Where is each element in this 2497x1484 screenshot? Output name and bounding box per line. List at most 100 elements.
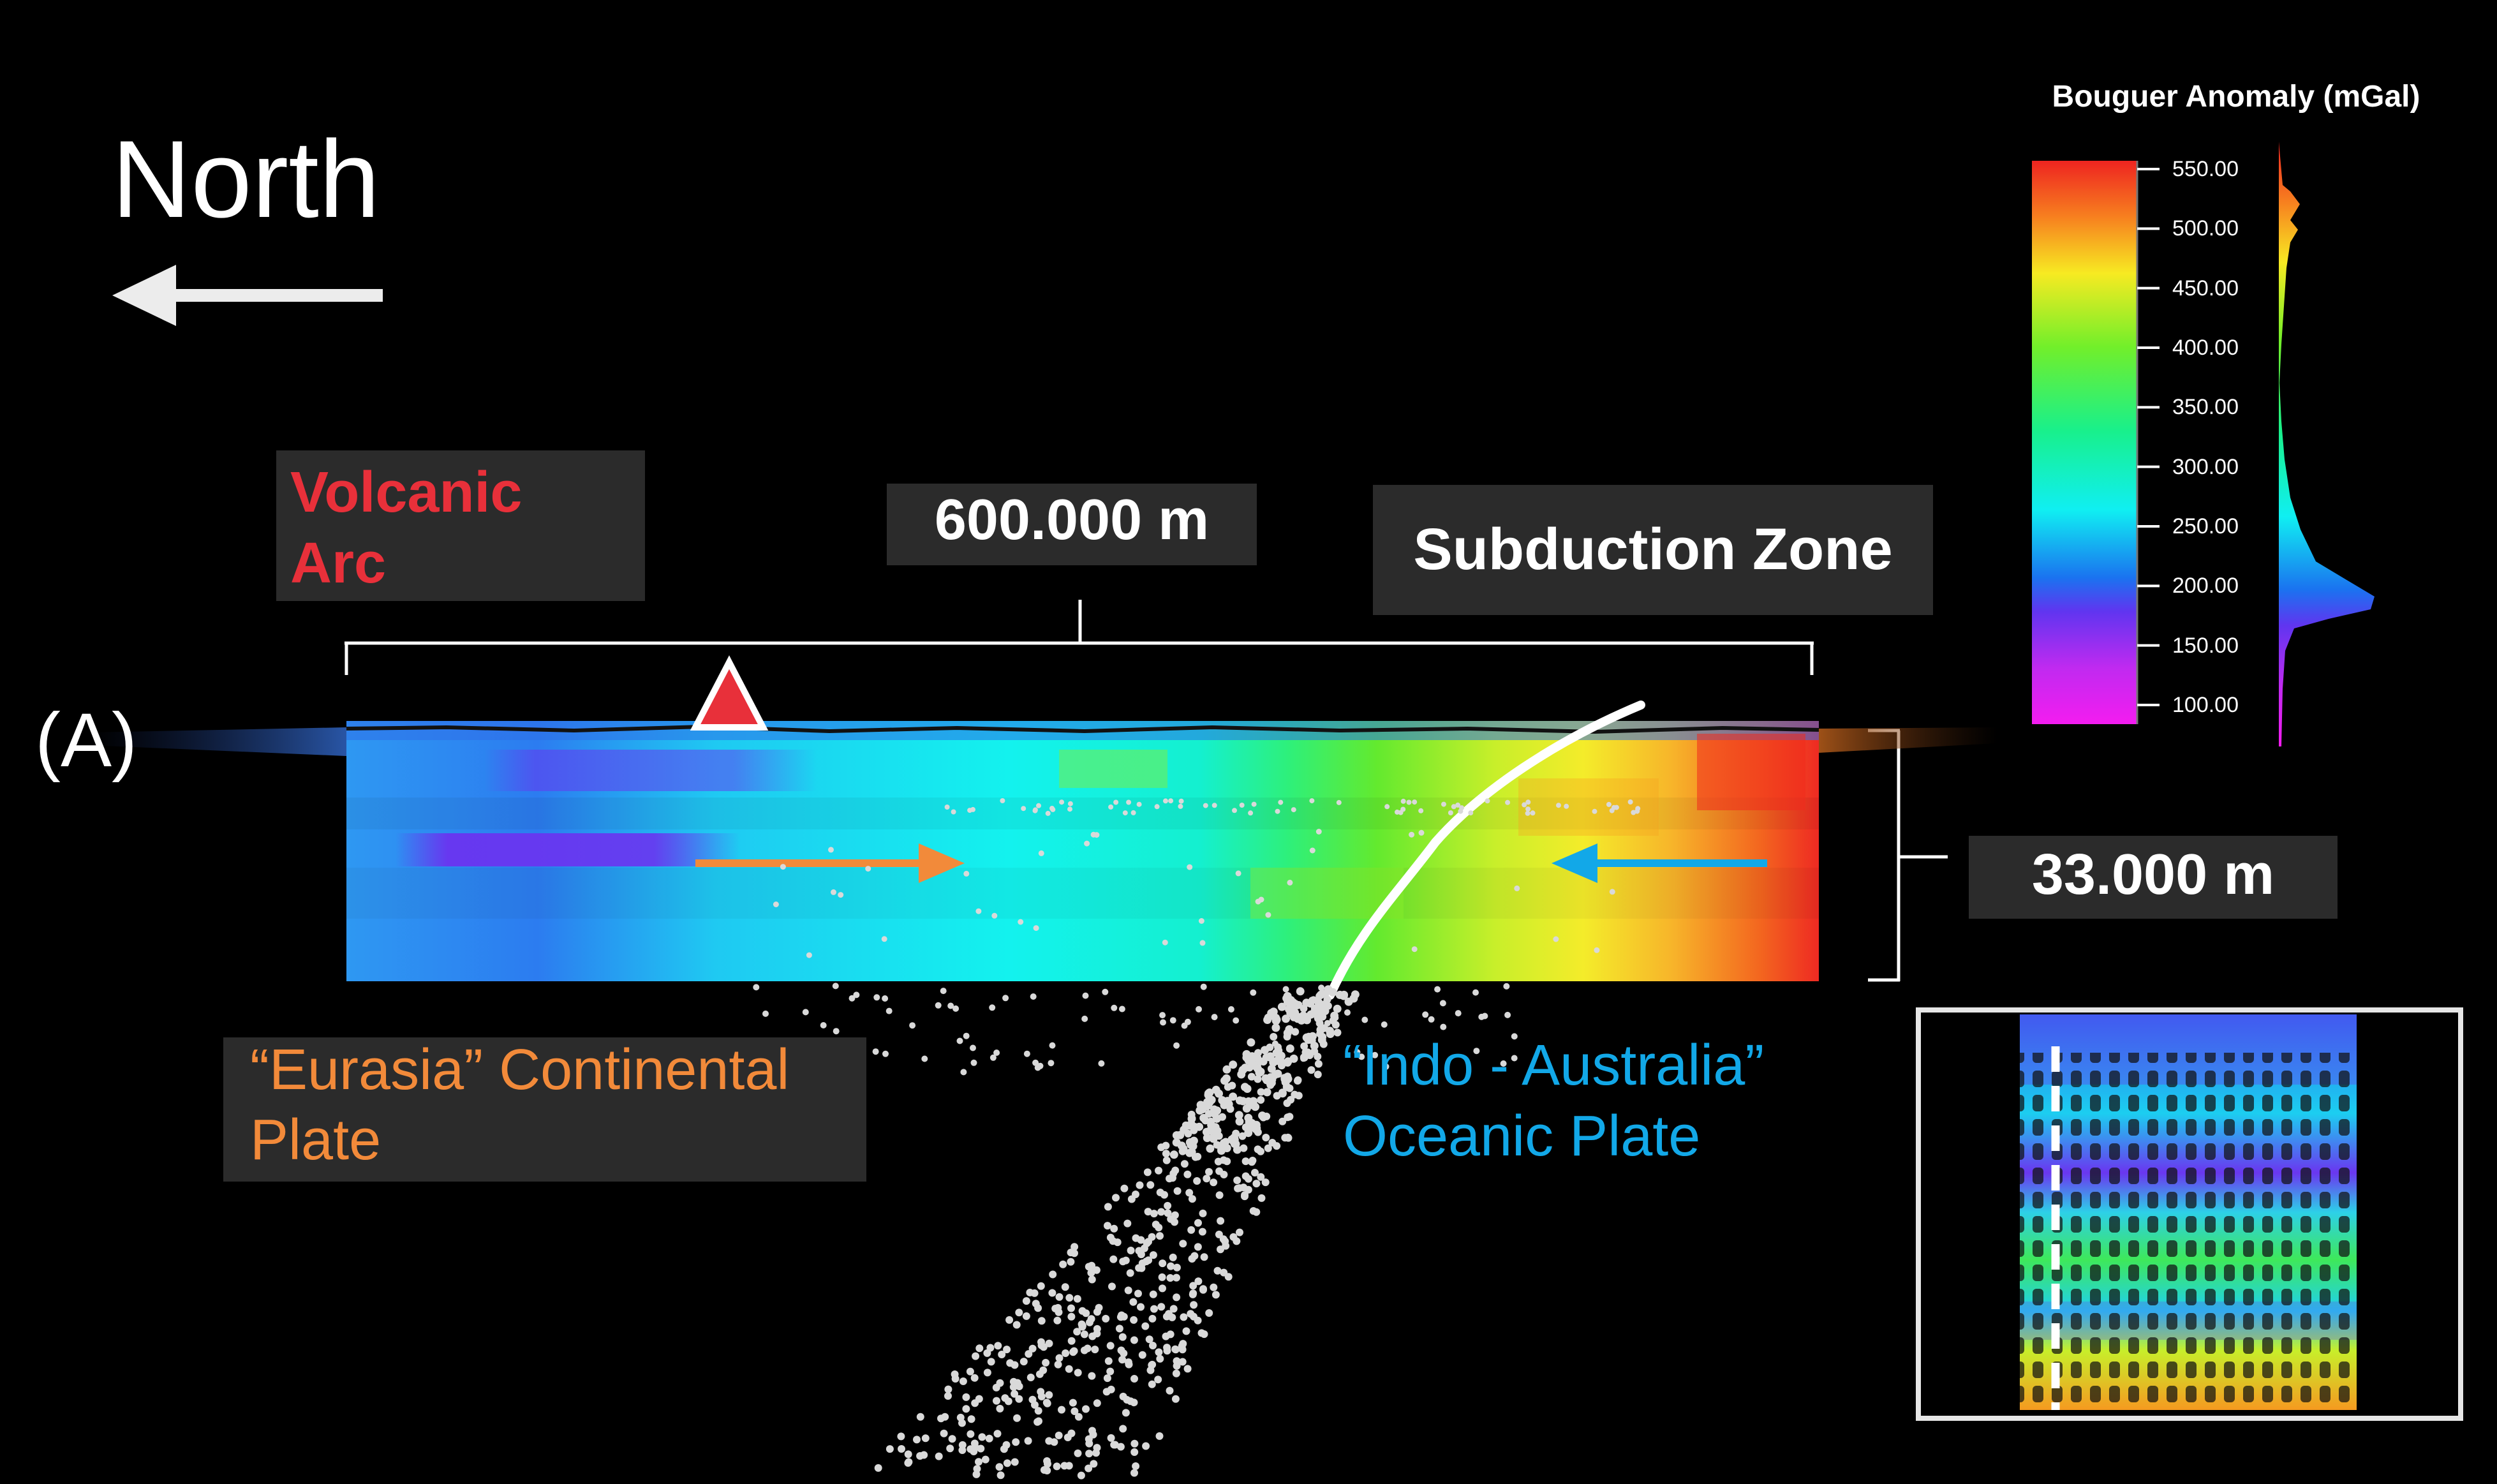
hypocenter-point bbox=[1286, 1113, 1294, 1121]
hypocenter-point bbox=[1592, 808, 1597, 814]
hypocenter-point bbox=[1146, 1181, 1155, 1189]
hypocenter-point bbox=[1332, 1014, 1339, 1021]
hypocenter-point bbox=[1162, 1156, 1171, 1164]
hypocenter-point bbox=[1409, 831, 1415, 838]
hypocenter-point bbox=[1564, 803, 1569, 809]
hypocenter-point bbox=[885, 1445, 894, 1453]
hypocenter-point bbox=[1054, 1360, 1062, 1369]
hypocenter-point bbox=[1173, 1273, 1180, 1282]
hypocenter-point bbox=[1045, 1339, 1053, 1347]
legend-tick-label: 350.00 bbox=[2172, 395, 2239, 420]
hypocenter-point bbox=[1326, 1030, 1335, 1038]
hypocenter-point bbox=[1300, 1055, 1307, 1062]
hypocenter-point bbox=[1070, 1347, 1078, 1355]
hypocenter-point bbox=[1051, 1305, 1060, 1312]
hypocenter-point bbox=[1122, 1409, 1130, 1417]
hypocenter-point bbox=[978, 1433, 986, 1441]
hypocenter-point bbox=[1333, 1004, 1342, 1013]
hypocenter-point bbox=[1155, 1348, 1163, 1356]
hypocenter-point bbox=[1249, 1097, 1258, 1106]
hypocenter-point bbox=[1138, 1351, 1146, 1359]
hypocenter-point bbox=[1525, 806, 1531, 812]
hypocenter-point bbox=[1236, 1228, 1243, 1236]
hypocenter-point bbox=[1113, 1238, 1122, 1247]
hypocenter-point bbox=[995, 1463, 1004, 1471]
hypocenter-point bbox=[985, 1434, 993, 1443]
hypocenter-point bbox=[1251, 801, 1257, 807]
hypocenter-point bbox=[1162, 939, 1168, 946]
hypocenter-point bbox=[882, 1050, 889, 1057]
hypocenter-point bbox=[1309, 847, 1315, 854]
hypocenter-point bbox=[952, 1005, 960, 1012]
hypocenter-point bbox=[1213, 1266, 1222, 1275]
hypocenter-point bbox=[1258, 1111, 1267, 1120]
hypocenter-point bbox=[1102, 1388, 1111, 1396]
hypocenter-point bbox=[1384, 804, 1390, 810]
hypocenter-point bbox=[1162, 1312, 1171, 1321]
hypocenter-point bbox=[1039, 1366, 1048, 1374]
hypocenter-point bbox=[1257, 1088, 1265, 1096]
hypocenter-point bbox=[1504, 1011, 1511, 1018]
hypocenter-point bbox=[970, 1374, 979, 1382]
hypocenter-point bbox=[1291, 807, 1296, 813]
hypocenter-point bbox=[1307, 1010, 1315, 1019]
legend-title: Bouguer Anomaly (mGal) bbox=[2052, 80, 2420, 114]
hypocenter-point bbox=[1142, 1442, 1150, 1450]
hypocenter-point bbox=[1514, 885, 1520, 891]
legend-tick-label: 500.00 bbox=[2172, 216, 2239, 241]
hypocenter-point bbox=[1422, 1011, 1429, 1018]
hypocenter-point bbox=[1005, 1316, 1014, 1324]
hypocenter-point bbox=[1067, 801, 1073, 806]
hypocenter-point bbox=[1132, 1462, 1140, 1470]
hypocenter-point bbox=[1249, 1207, 1257, 1215]
hypocenter-point bbox=[1093, 1324, 1101, 1333]
hypocenter-point bbox=[1015, 1309, 1023, 1317]
hypocenter-point bbox=[885, 1007, 893, 1014]
hypocenter-point bbox=[1082, 1405, 1090, 1413]
hypocenter-point bbox=[806, 952, 812, 958]
hypocenter-point bbox=[820, 1022, 827, 1028]
hypocenter-point bbox=[1093, 1399, 1101, 1407]
volcanic-arc-box bbox=[276, 450, 645, 601]
hypocenter-point bbox=[1224, 1273, 1233, 1281]
hypocenter-point bbox=[1032, 807, 1038, 813]
hypocenter-point bbox=[1398, 810, 1404, 815]
hypocenter-point bbox=[832, 983, 839, 990]
hypocenter-point bbox=[1090, 1460, 1098, 1468]
hypocenter-point bbox=[1082, 992, 1089, 999]
hypocenter-point bbox=[947, 1002, 954, 1009]
hypocenter-point bbox=[975, 1458, 982, 1466]
hypocenter-point bbox=[1241, 1191, 1249, 1199]
hypocenter-point bbox=[1252, 1180, 1261, 1188]
hypocenter-point bbox=[971, 1399, 979, 1407]
hypocenter-point bbox=[1222, 1074, 1231, 1083]
hypocenter-point bbox=[1190, 1301, 1198, 1309]
eurasia-plate-box bbox=[223, 1037, 866, 1182]
hypocenter-point bbox=[1171, 1346, 1180, 1354]
hypocenter-point bbox=[1102, 1314, 1110, 1323]
hypocenter-point bbox=[1074, 1369, 1082, 1377]
hypocenter-point bbox=[780, 864, 786, 870]
hypocenter-point bbox=[1173, 1362, 1181, 1370]
hypocenter-point bbox=[1316, 990, 1325, 999]
hypocenter-point bbox=[973, 1465, 981, 1473]
hypocenter-point bbox=[1200, 983, 1207, 990]
hypocenter-point bbox=[1073, 1295, 1081, 1303]
hypocenter-point bbox=[1034, 1407, 1042, 1415]
hypocenter-point bbox=[1003, 1459, 1011, 1467]
hypocenter-point bbox=[1159, 1284, 1166, 1293]
hypocenter-point bbox=[1361, 1016, 1368, 1023]
hypocenter-point bbox=[1067, 1249, 1075, 1257]
hypocenter-point bbox=[1278, 799, 1284, 805]
hypocenter-point bbox=[1144, 1208, 1152, 1216]
hypocenter-point bbox=[1196, 1005, 1202, 1013]
hypocenter-point bbox=[1246, 1122, 1255, 1131]
hypocenter-point bbox=[1002, 995, 1009, 1002]
hypocenter-point bbox=[1248, 810, 1254, 816]
hypocenter-point bbox=[1106, 1367, 1115, 1376]
hypocenter-point bbox=[1215, 1167, 1224, 1175]
hypocenter-point bbox=[1118, 1356, 1127, 1364]
hypocenter-point bbox=[897, 1432, 905, 1441]
hypocenter-point bbox=[873, 994, 880, 1001]
hypocenter-point bbox=[1019, 1358, 1028, 1366]
